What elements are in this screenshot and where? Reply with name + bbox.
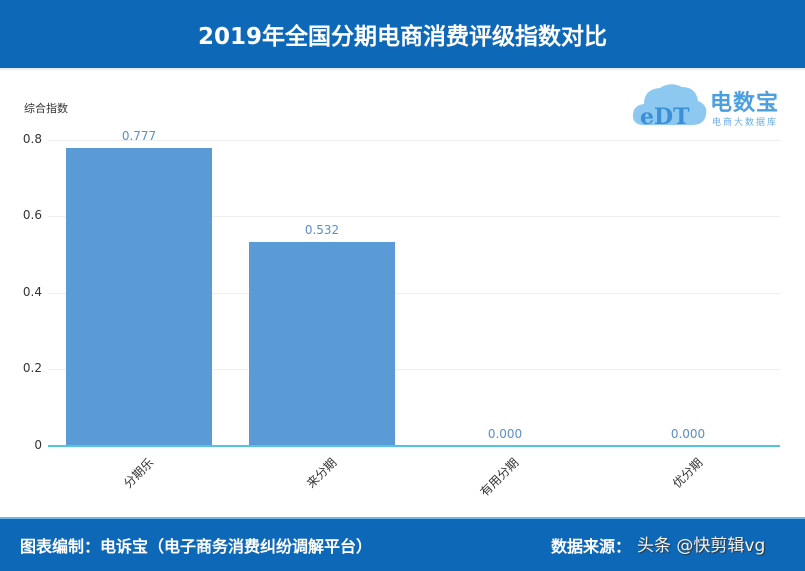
y-tick: 0.4 [22, 285, 42, 299]
bar-laifenqi[interactable] [249, 242, 395, 445]
watermark: 头条 @快剪辑vg [637, 536, 766, 556]
bar-fenqile[interactable] [66, 148, 212, 445]
gridline [48, 293, 780, 294]
chart-header: 2019年全国分期电商消费评级指数对比 [0, 0, 805, 70]
brand-name: 电数宝 [710, 91, 780, 116]
y-tick: 0.6 [22, 208, 42, 222]
y-tick: 0.8 [22, 132, 42, 146]
x-tick-label: 分期乐 [120, 455, 157, 491]
gridline [48, 140, 780, 141]
cloud-logo-icon: eDT [632, 84, 707, 130]
bar-chart: 综合指数 0.8 0.6 0.4 0.2 0 0.777 0.532 0.000… [0, 70, 805, 517]
chart-title: 2019年全国分期电商消费评级指数对比 [197, 24, 607, 50]
y-tick: 0.2 [22, 361, 42, 375]
x-axis-line [48, 445, 780, 447]
brand-subtitle: 电商大数据库 [712, 118, 779, 128]
x-tick-label: 来分期 [303, 455, 340, 491]
value-label: 0.000 [487, 427, 523, 441]
value-label: 0.000 [670, 427, 706, 441]
chart-footer: 图表编制：电诉宝（电子商务消费纠纷调解平台） 数据来源： 头条 @快剪辑vg [0, 517, 805, 571]
gridline [48, 369, 780, 370]
svg-text:eDT: eDT [640, 104, 690, 130]
brand-logo: eDT 电数宝 电商大数据库 [630, 75, 800, 135]
x-tick-label: 有用分期 [477, 455, 522, 500]
data-source-label: 数据来源： [551, 537, 632, 556]
compiled-by: 图表编制：电诉宝（电子商务消费纠纷调解平台） [20, 537, 373, 556]
value-label: 0.532 [304, 223, 340, 237]
gridline [48, 216, 780, 217]
y-tick: 0 [34, 438, 42, 452]
y-axis-label: 综合指数 [24, 102, 68, 115]
x-tick-label: 优分期 [669, 455, 706, 491]
value-label: 0.777 [121, 129, 157, 143]
